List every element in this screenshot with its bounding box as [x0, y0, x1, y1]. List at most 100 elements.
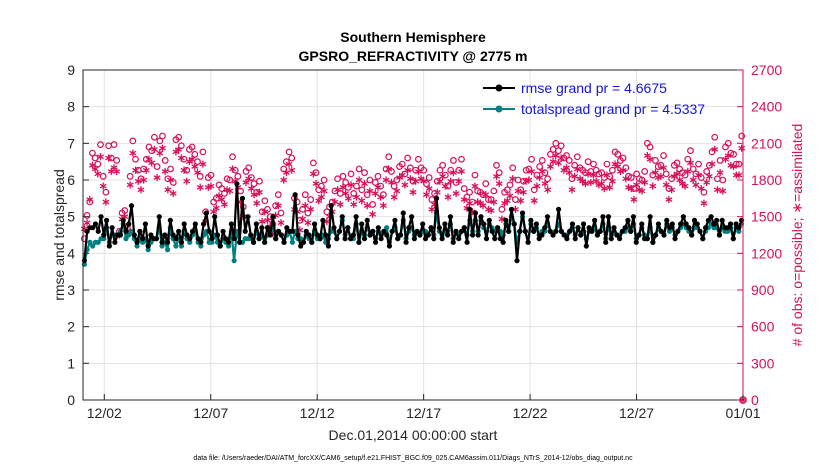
asterisk-stroke — [678, 181, 686, 187]
obs-assimilated-point — [692, 181, 700, 189]
series-rmse-point — [589, 228, 595, 234]
obs-assimilated-point — [344, 194, 352, 202]
asterisk-stroke — [458, 169, 465, 174]
asterisk-stroke — [363, 203, 371, 209]
series-rmse-point — [506, 228, 512, 234]
y-right-tick-label: 1200 — [751, 245, 782, 261]
series-rmse-point — [592, 217, 598, 223]
obs-possible-point — [161, 157, 169, 164]
series-rmse-point — [206, 228, 212, 234]
obs-possible-point — [646, 143, 654, 151]
asterisk-stroke — [382, 177, 390, 183]
series-rmse-point — [514, 258, 520, 264]
series-rmse-point — [223, 236, 229, 242]
series-totalspread-point — [87, 239, 93, 245]
y-right-tick-label: 1500 — [751, 209, 782, 225]
series-rmse-point — [511, 221, 517, 227]
asterisk-stroke — [366, 188, 374, 194]
series-rmse-point — [467, 206, 473, 212]
obs-possible-point — [175, 133, 183, 141]
asterisk-stroke — [177, 155, 185, 161]
y-right-tick-label: 300 — [751, 355, 775, 371]
obs-assimilated-point — [638, 187, 646, 195]
asterisk-stroke — [598, 181, 606, 187]
asterisk-stroke — [530, 198, 538, 204]
obs-assimilated-point — [180, 166, 188, 174]
asterisk-stroke — [619, 167, 627, 173]
series-rmse-point — [686, 225, 692, 231]
series-totalspread-point — [187, 239, 193, 245]
series-rmse-point — [594, 232, 601, 238]
y-axis-label: rmse and totalspread — [51, 169, 67, 301]
asterisk-stroke — [514, 188, 522, 194]
asterisk-stroke — [700, 200, 708, 206]
obs-possible-point — [229, 153, 236, 161]
asterisk-stroke — [573, 166, 581, 172]
asterisk-stroke — [482, 192, 490, 198]
series-rmse-point — [517, 228, 523, 234]
obs-assimilated-point — [363, 202, 371, 210]
series-rmse-point — [561, 232, 567, 238]
asterisk-stroke — [638, 188, 646, 194]
obs-assimilated-point — [398, 171, 406, 179]
asterisk-stroke — [167, 177, 174, 183]
obs-assimilated-point — [563, 164, 570, 172]
series-rmse-point — [503, 217, 509, 223]
series-rmse-point — [639, 221, 645, 227]
series-rmse-point — [672, 236, 678, 242]
series-rmse-point — [616, 236, 623, 242]
series-rmse-point — [256, 236, 262, 242]
asterisk-stroke — [428, 206, 436, 212]
asterisk-stroke — [495, 181, 503, 187]
asterisk-stroke — [697, 186, 705, 191]
series-rmse-point — [142, 221, 148, 227]
asterisk-stroke — [390, 194, 398, 200]
obs-possible-point — [598, 169, 605, 177]
x-tick-label: 12/17 — [406, 405, 441, 421]
series-rmse-point — [295, 232, 301, 238]
obs-assimilated-point — [258, 217, 266, 226]
obs-assimilated-point — [493, 172, 500, 180]
series-rmse-point — [536, 236, 542, 242]
data-file-footnote: data file: /Users/raeder/DAI/ATM_forcXX/… — [193, 455, 633, 462]
series-rmse-point — [250, 239, 257, 245]
obs-assimilated-point — [735, 171, 743, 179]
series-rmse-point — [225, 239, 232, 245]
obs-assimilated-point — [452, 189, 460, 198]
series-totalspread-point — [198, 243, 204, 249]
obs-assimilated-point — [646, 155, 654, 163]
legend-label-totalspread: totalspread grand pr = 4.5337 — [521, 101, 705, 117]
asterisk-stroke — [94, 171, 102, 177]
obs-assimilated-point — [708, 160, 716, 168]
series-rmse-point — [664, 217, 670, 223]
series-rmse-point — [306, 232, 312, 238]
series-rmse-point — [625, 217, 631, 223]
series-rmse-point — [103, 217, 110, 223]
asterisk-stroke — [452, 191, 460, 196]
series-rmse-point — [553, 228, 559, 234]
obs-possible-point — [307, 196, 315, 203]
asterisk-stroke — [161, 169, 169, 174]
asterisk-stroke — [258, 219, 266, 224]
series-rmse-point — [558, 228, 564, 234]
obs-assimilated-point — [557, 154, 565, 162]
series-rmse-point — [655, 221, 662, 227]
series-rmse-point — [683, 221, 689, 227]
series-rmse-point — [736, 225, 742, 231]
x-tick-label: 12/22 — [513, 405, 548, 421]
obs-assimilated-point — [641, 178, 649, 187]
asterisk-stroke — [657, 173, 665, 179]
asterisk-stroke — [587, 180, 595, 185]
obs-possible-point — [482, 180, 490, 188]
asterisk-stroke — [150, 147, 158, 152]
series-rmse-point — [472, 210, 478, 216]
asterisk-stroke — [479, 203, 487, 209]
asterisk-stroke — [447, 178, 455, 184]
obs-possible-point — [110, 141, 118, 148]
asterisk-stroke — [88, 162, 96, 168]
series-rmse-point — [217, 243, 223, 249]
asterisk-stroke — [576, 176, 584, 182]
obs-assimilated-point — [285, 160, 293, 168]
obs-assimilated-point — [307, 205, 315, 213]
obs-possible-point — [450, 157, 457, 164]
